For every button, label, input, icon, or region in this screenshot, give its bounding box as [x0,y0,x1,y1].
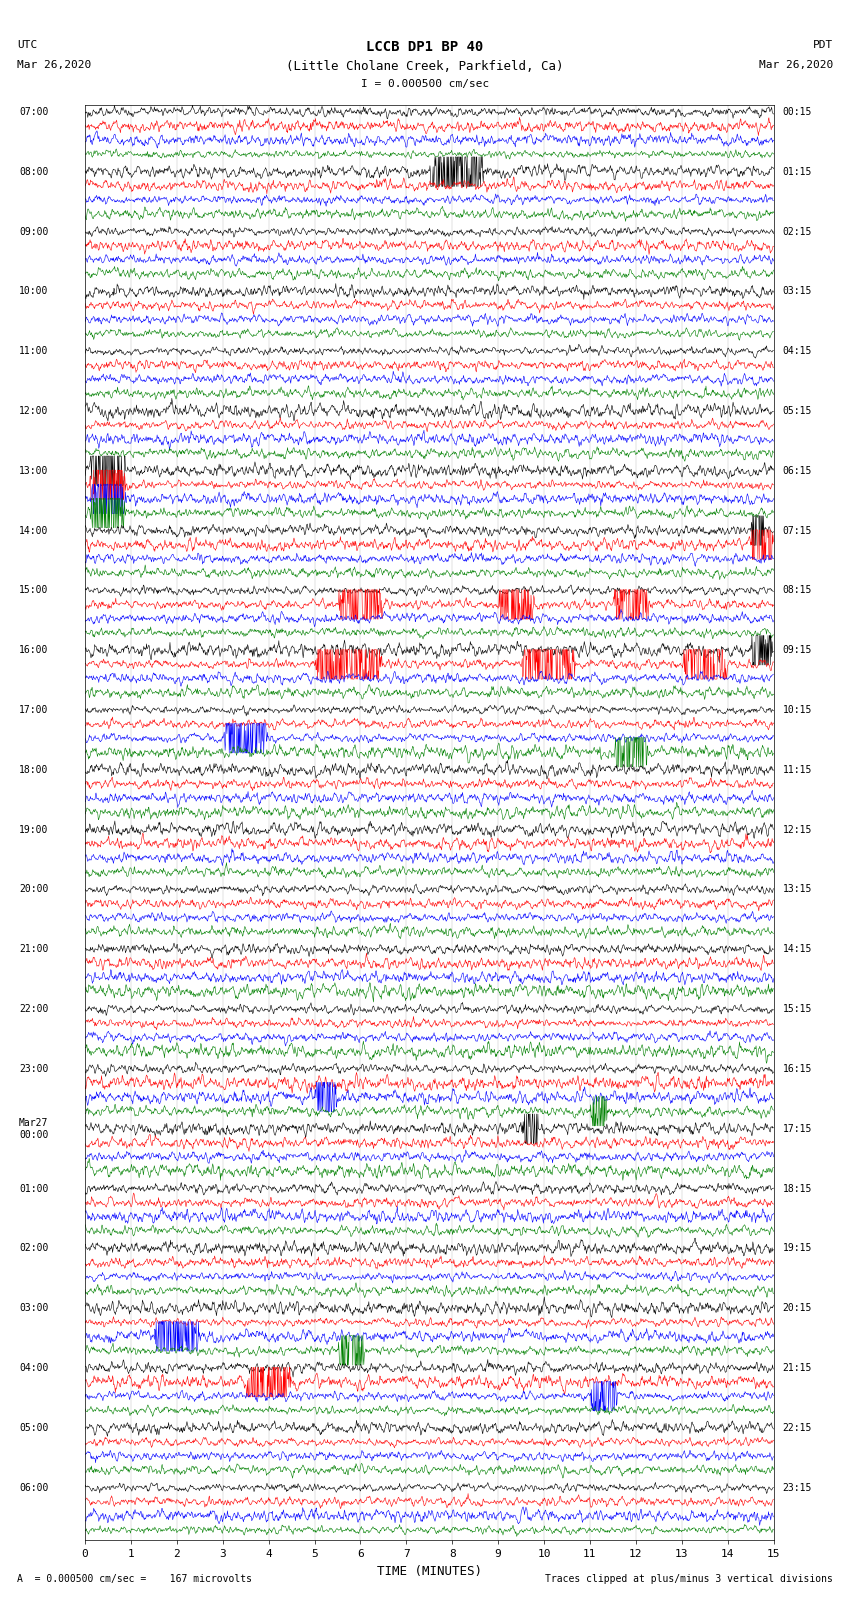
Text: 03:15: 03:15 [783,287,812,297]
Text: 21:00: 21:00 [19,944,48,955]
Text: 23:15: 23:15 [783,1482,812,1492]
Text: 19:15: 19:15 [783,1244,812,1253]
Text: 08:00: 08:00 [19,166,48,177]
Text: PDT: PDT [813,40,833,50]
Text: 08:15: 08:15 [783,586,812,595]
Text: LCCB DP1 BP 40: LCCB DP1 BP 40 [366,40,484,55]
Text: 13:00: 13:00 [19,466,48,476]
Text: 02:15: 02:15 [783,226,812,237]
Text: Mar 26,2020: Mar 26,2020 [759,60,833,69]
Text: A  = 0.000500 cm/sec =    167 microvolts: A = 0.000500 cm/sec = 167 microvolts [17,1574,252,1584]
Text: 10:00: 10:00 [19,287,48,297]
Text: I = 0.000500 cm/sec: I = 0.000500 cm/sec [361,79,489,89]
Text: 05:00: 05:00 [19,1423,48,1432]
Text: 07:00: 07:00 [19,106,48,116]
Text: 15:15: 15:15 [783,1005,812,1015]
Text: 18:00: 18:00 [19,765,48,774]
Text: 06:00: 06:00 [19,1482,48,1492]
Text: 21:15: 21:15 [783,1363,812,1373]
Text: 19:00: 19:00 [19,824,48,834]
Text: 17:15: 17:15 [783,1124,812,1134]
Text: 00:15: 00:15 [783,106,812,116]
Text: Mar 26,2020: Mar 26,2020 [17,60,91,69]
Text: 10:15: 10:15 [783,705,812,715]
Text: 23:00: 23:00 [19,1065,48,1074]
Text: 20:00: 20:00 [19,884,48,895]
Text: 22:00: 22:00 [19,1005,48,1015]
Text: 01:00: 01:00 [19,1184,48,1194]
Text: 22:15: 22:15 [783,1423,812,1432]
Text: Traces clipped at plus/minus 3 vertical divisions: Traces clipped at plus/minus 3 vertical … [545,1574,833,1584]
Text: 18:15: 18:15 [783,1184,812,1194]
Text: 06:15: 06:15 [783,466,812,476]
Text: 12:15: 12:15 [783,824,812,834]
Text: 16:00: 16:00 [19,645,48,655]
Text: Mar27
00:00: Mar27 00:00 [19,1118,48,1139]
Text: 14:15: 14:15 [783,944,812,955]
Text: UTC: UTC [17,40,37,50]
Text: 12:00: 12:00 [19,406,48,416]
Text: 17:00: 17:00 [19,705,48,715]
Text: 16:15: 16:15 [783,1065,812,1074]
Text: (Little Cholane Creek, Parkfield, Ca): (Little Cholane Creek, Parkfield, Ca) [286,60,564,73]
Text: 05:15: 05:15 [783,406,812,416]
Text: 11:00: 11:00 [19,347,48,356]
Text: 11:15: 11:15 [783,765,812,774]
Text: 07:15: 07:15 [783,526,812,536]
Text: 20:15: 20:15 [783,1303,812,1313]
X-axis label: TIME (MINUTES): TIME (MINUTES) [377,1565,482,1578]
Text: 14:00: 14:00 [19,526,48,536]
Text: 04:00: 04:00 [19,1363,48,1373]
Text: 15:00: 15:00 [19,586,48,595]
Text: 01:15: 01:15 [783,166,812,177]
Text: 13:15: 13:15 [783,884,812,895]
Text: 02:00: 02:00 [19,1244,48,1253]
Text: 04:15: 04:15 [783,347,812,356]
Text: 03:00: 03:00 [19,1303,48,1313]
Text: 09:00: 09:00 [19,226,48,237]
Text: 09:15: 09:15 [783,645,812,655]
